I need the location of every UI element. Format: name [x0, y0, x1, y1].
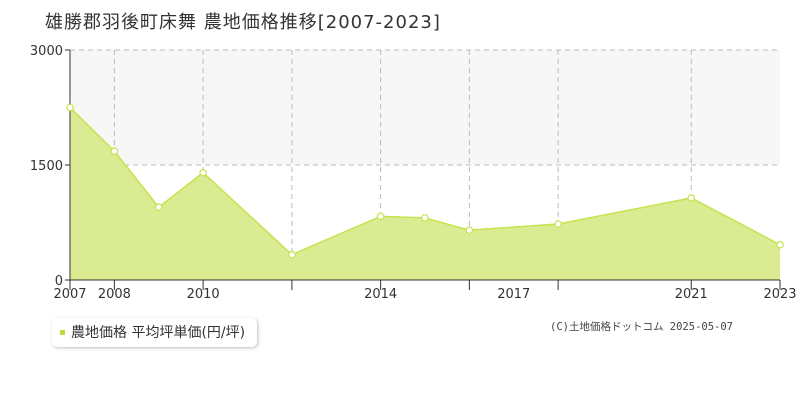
axes	[65, 49, 781, 290]
data-point	[154, 203, 163, 211]
copyright-credit: (C)土地価格ドットコム 2025-05-07	[550, 321, 734, 333]
x-tick-label: 2008	[98, 287, 131, 302]
data-point	[554, 220, 562, 228]
data-point	[421, 214, 429, 222]
upper-band	[70, 50, 780, 165]
data-point	[110, 147, 119, 156]
x-tick-label: 2007	[53, 287, 86, 302]
data-point	[288, 250, 296, 259]
data-point	[465, 226, 474, 234]
data-point	[776, 240, 784, 249]
data-point	[376, 212, 385, 221]
background-band	[70, 50, 780, 165]
data-point	[66, 103, 74, 112]
data-point	[199, 168, 207, 177]
x-tick-label: 2023	[763, 287, 796, 302]
legend-label: 農地価格 平均坪単価(円/坪)	[71, 325, 246, 341]
x-tick-label: 2014	[364, 287, 397, 302]
x-tick-label: 2017	[497, 287, 530, 302]
y-tick-label: 0	[55, 274, 63, 289]
series-points	[66, 103, 784, 259]
chart-title: 雄勝郡羽後町床舞 農地価格推移[2007-2023]	[45, 12, 441, 33]
x-tick-label: 2010	[187, 287, 220, 302]
legend-swatch	[60, 329, 65, 335]
legend: 農地価格 平均坪単価(円/坪)	[52, 318, 258, 347]
tick-labels: 0 1500 3000 2007 2008 2010 2014 2017 2021 2023	[30, 44, 797, 302]
y-tick-label: 1500	[30, 159, 63, 174]
data-point	[687, 194, 696, 202]
x-tick-label: 2021	[675, 287, 708, 302]
y-tick-label: 3000	[30, 44, 63, 59]
series-area-fill	[70, 107, 780, 280]
